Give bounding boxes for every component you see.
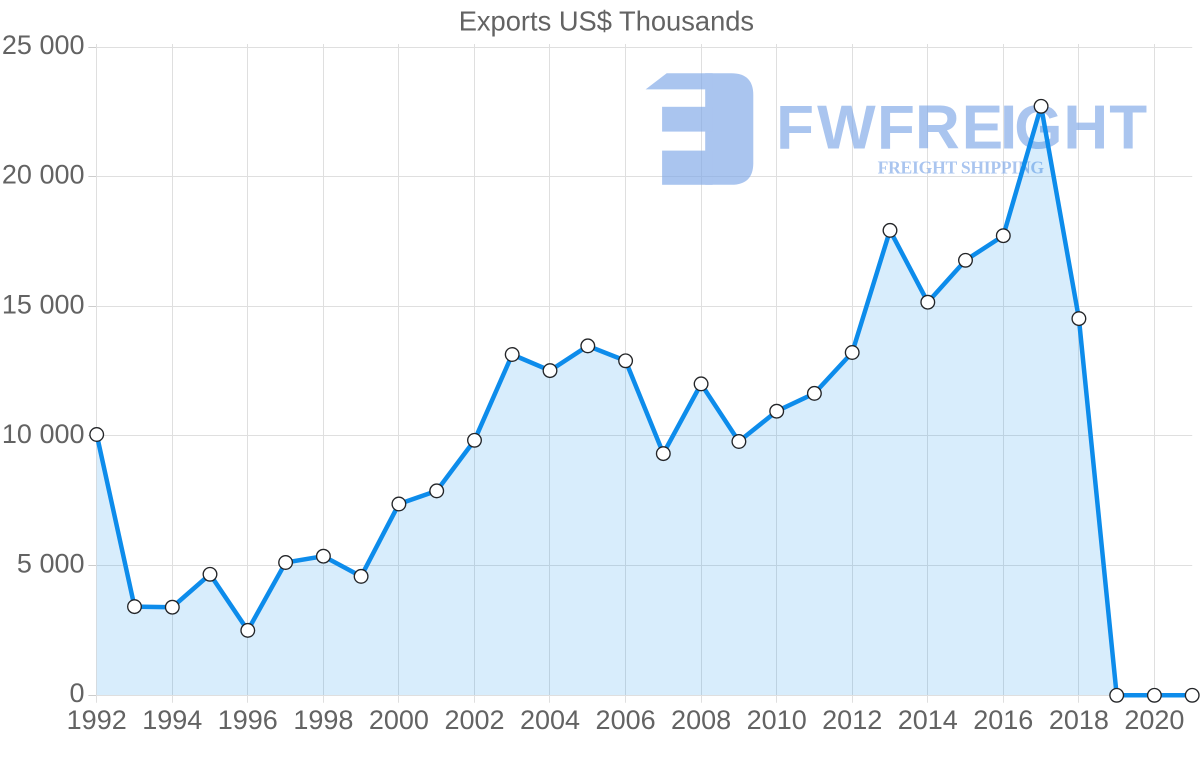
svg-text:2008: 2008 <box>671 705 731 735</box>
svg-text:2000: 2000 <box>369 705 429 735</box>
svg-text:1996: 1996 <box>218 705 278 735</box>
svg-text:25 000: 25 000 <box>2 30 85 60</box>
svg-text:2018: 2018 <box>1049 705 1109 735</box>
svg-text:10 000: 10 000 <box>2 419 85 449</box>
svg-text:1994: 1994 <box>142 705 202 735</box>
svg-text:2020: 2020 <box>1124 705 1184 735</box>
svg-text:2014: 2014 <box>898 705 958 735</box>
svg-text:Exports US$ Thousands: Exports US$ Thousands <box>459 6 754 37</box>
svg-text:5 000: 5 000 <box>17 548 85 578</box>
svg-text:2002: 2002 <box>444 705 504 735</box>
svg-text:2004: 2004 <box>520 705 580 735</box>
svg-text:1992: 1992 <box>67 705 127 735</box>
svg-text:20 000: 20 000 <box>2 160 85 190</box>
svg-text:FWFREIGHT: FWFREIGHT <box>776 94 1147 163</box>
svg-text:1998: 1998 <box>293 705 353 735</box>
svg-text:2012: 2012 <box>822 705 882 735</box>
svg-text:FREIGHT SHIPPING: FREIGHT SHIPPING <box>878 157 1045 177</box>
svg-text:2010: 2010 <box>747 705 807 735</box>
svg-text:15 000: 15 000 <box>2 289 85 319</box>
svg-text:0: 0 <box>69 678 84 708</box>
svg-text:2006: 2006 <box>596 705 656 735</box>
svg-text:2016: 2016 <box>973 705 1033 735</box>
